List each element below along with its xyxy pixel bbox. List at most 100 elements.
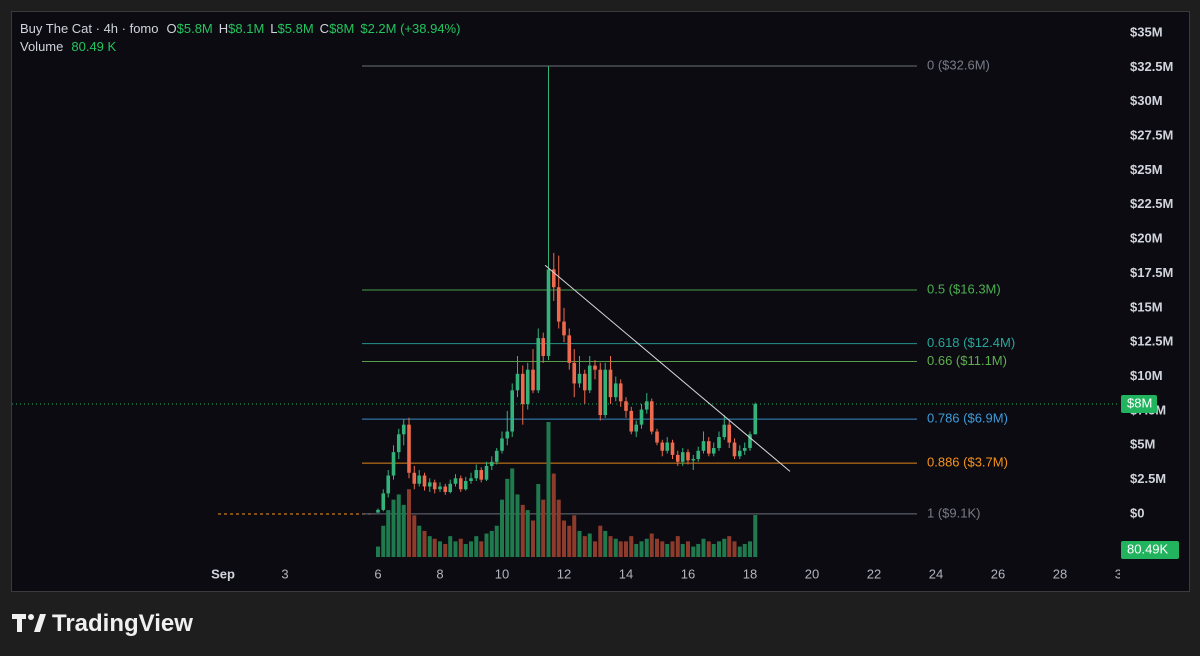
volume-bar [577, 530, 582, 557]
volume-bar [634, 543, 639, 557]
volume-bar [525, 510, 530, 557]
candle-body [505, 431, 510, 439]
y-tick-label: $30M [1130, 93, 1163, 108]
fib-label: 0.886 ($3.7M) [927, 455, 1008, 470]
fib-label: 0.5 ($16.3M) [927, 281, 1001, 296]
candle-body [541, 338, 546, 356]
volume-bar [505, 478, 510, 557]
volume-bar [717, 541, 721, 557]
candle-body [401, 424, 406, 435]
volume-bar [598, 525, 603, 557]
x-tick-label: 8 [436, 566, 443, 581]
candle-body [753, 404, 758, 435]
volume-bar [494, 525, 499, 557]
candle-body [629, 410, 634, 432]
candle-body [686, 452, 690, 461]
x-tick-label: 30 [1115, 566, 1129, 581]
volume-bar [479, 541, 484, 557]
candle-body [639, 409, 644, 425]
candle-body [407, 424, 411, 473]
candle-body [376, 509, 380, 513]
trendline [544, 264, 791, 472]
fib-label: 0.66 ($11.1M) [927, 353, 1007, 368]
volume-bar [665, 543, 670, 557]
volume-bar [753, 515, 758, 557]
volume-bar [562, 520, 566, 557]
candle-body [722, 424, 727, 438]
x-tick-label: 6 [374, 566, 381, 581]
volume-bar [546, 422, 551, 557]
candle-body [649, 401, 654, 432]
candle-body [469, 478, 473, 482]
candle-body [396, 434, 401, 453]
volume-bar [520, 504, 525, 557]
candle-body [567, 335, 572, 363]
candle-body [453, 478, 458, 484]
candle-body [618, 383, 623, 402]
tradingview-logo [12, 614, 46, 632]
candle-body [422, 475, 427, 487]
candle-body [660, 442, 665, 451]
y-tick-label: $10M [1130, 368, 1163, 383]
volume-badge [1121, 541, 1179, 559]
volume-bar [386, 510, 391, 557]
volume-bar [618, 541, 623, 557]
change: $2.2M (+38.94%) [360, 21, 461, 36]
y-tick-label: $27.5M [1130, 128, 1173, 143]
candle-body [479, 470, 484, 480]
volume-bar [686, 541, 690, 557]
y-tick-label: $0 [1130, 505, 1144, 520]
volume-bar [608, 536, 613, 557]
volume-bar [412, 515, 417, 557]
candle-body [582, 373, 587, 391]
ohlc-value: $8M [329, 21, 355, 36]
last-price-label: $8M [1127, 395, 1152, 410]
candle-body [655, 431, 659, 443]
volume-bar [629, 536, 634, 557]
candle-body [680, 452, 685, 462]
fib-label: 0.786 ($6.9M) [927, 411, 1008, 426]
candle-body [737, 450, 742, 457]
y-tick-label: $35M [1130, 24, 1163, 39]
candle-body [587, 365, 592, 391]
x-tick-label: 20 [805, 566, 819, 581]
volume-bar [587, 533, 592, 557]
candle-body [463, 481, 468, 490]
candle-body [670, 442, 675, 455]
candle-body [391, 452, 396, 476]
volume-bar [696, 543, 701, 557]
last-price-badge [1121, 395, 1157, 414]
volume-bar [422, 530, 427, 557]
candle-body [577, 373, 582, 384]
candle-body [551, 269, 556, 288]
volume-bar [453, 541, 458, 557]
volume-bar [675, 536, 680, 557]
candle-body [717, 437, 721, 449]
candle-body [701, 441, 706, 451]
volume-bar [515, 494, 520, 557]
volume-bar [722, 538, 727, 557]
volume-bar [727, 536, 732, 557]
volume-bar [458, 538, 463, 557]
chart-panel [11, 11, 1190, 592]
candle-body [706, 441, 711, 454]
candle-body [711, 448, 716, 454]
x-tick-label: 26 [991, 566, 1005, 581]
volume-bar [644, 538, 649, 557]
candle-body [531, 369, 535, 391]
legend-line: Buy The Cat · 4h · fomo O$5.8M H$8.1M L$5.8… [20, 20, 466, 38]
candle-body [412, 472, 417, 484]
y-tick-label: $32.5M [1130, 59, 1173, 74]
volume-bar [531, 520, 535, 557]
brand: TradingView [52, 610, 193, 637]
volume-bar [603, 530, 608, 557]
candle-body [500, 438, 504, 451]
volume-bar [391, 499, 396, 557]
volume-axis-label: 80.49K [1127, 541, 1169, 556]
volume-bar [427, 536, 432, 557]
volume-bar [706, 541, 711, 557]
candle-body [675, 454, 680, 462]
candle-body [448, 483, 453, 493]
